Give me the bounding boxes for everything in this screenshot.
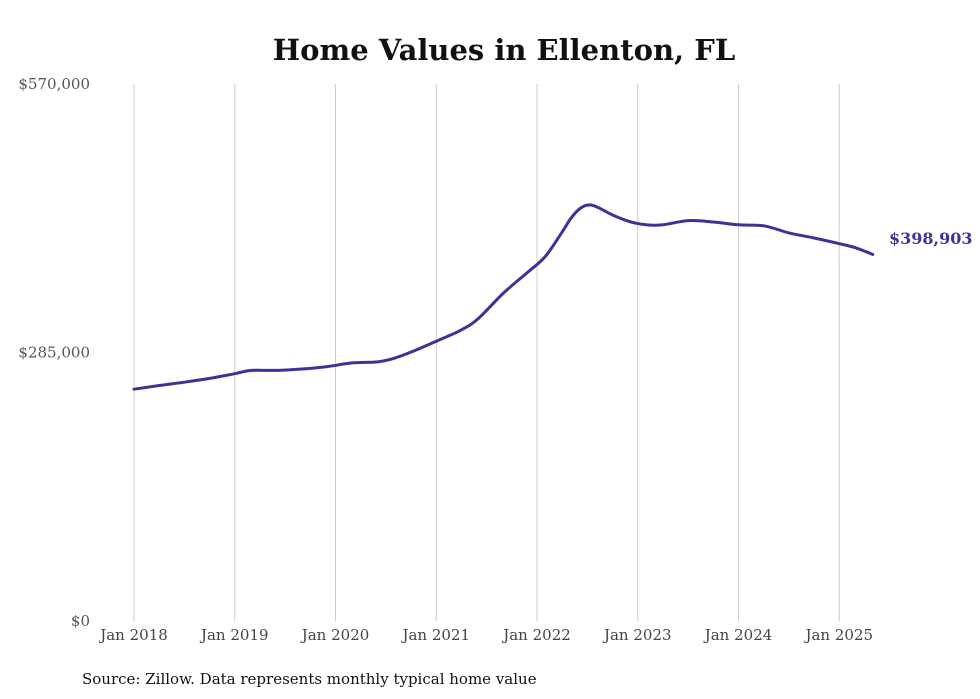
y-tick-label: $0: [71, 612, 90, 630]
x-tick-label: Jan 2024: [703, 626, 773, 644]
chart-title: Home Values in Ellenton, FL: [273, 33, 735, 67]
x-tick-label: Jan 2021: [400, 626, 470, 644]
x-tick-label: Jan 2025: [803, 626, 873, 644]
y-tick-label: $285,000: [18, 344, 90, 362]
x-tick-label: Jan 2022: [501, 626, 571, 644]
x-tick-label: Jan 2018: [98, 626, 168, 644]
y-tick-label: $570,000: [18, 75, 90, 93]
series-line: [132, 203, 875, 391]
x-tick-label: Jan 2019: [199, 626, 269, 644]
x-tick-label: Jan 2020: [300, 626, 370, 644]
source-note: Source: Zillow. Data represents monthly …: [82, 670, 537, 688]
x-tick-label: Jan 2023: [602, 626, 672, 644]
gridlines: [133, 84, 840, 621]
y-axis-ticks: $0 $285,000 $570,000: [18, 75, 90, 630]
series-layer: [132, 203, 875, 391]
end-value-label: $398,903: [889, 229, 973, 248]
x-axis-ticks: Jan 2018 Jan 2019 Jan 2020 Jan 2021 Jan 2022…: [98, 626, 873, 644]
